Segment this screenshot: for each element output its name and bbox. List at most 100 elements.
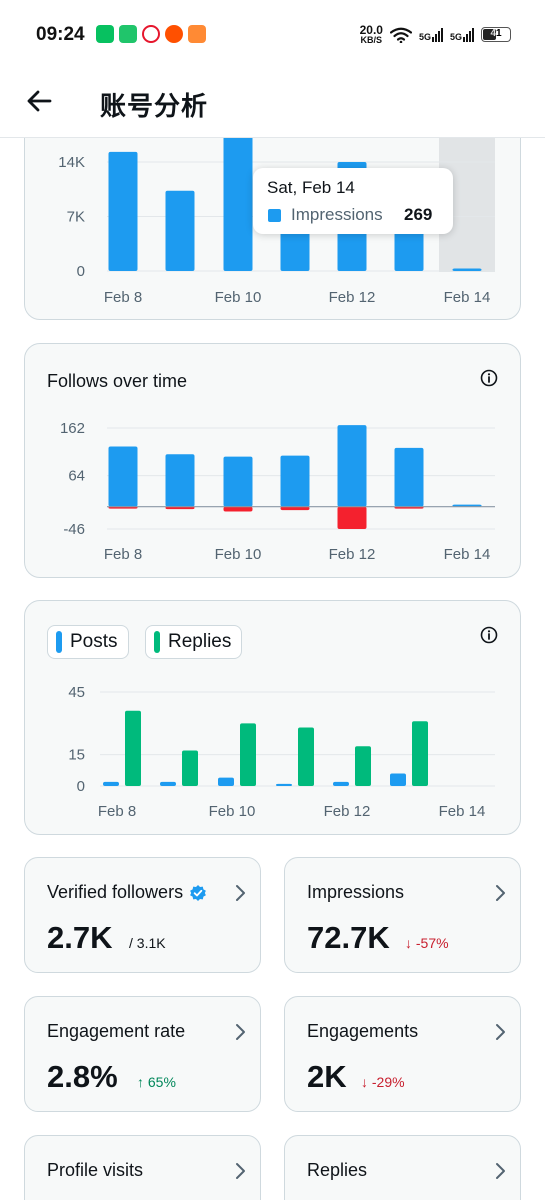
follows-chart[interactable]: 162 64 -46 Feb 8 Feb 10 Feb 12 Feb 14: [25, 344, 521, 578]
legend-replies-label: Replies: [168, 631, 232, 652]
bar-replies: [298, 727, 314, 786]
y-tick-label: -46: [63, 521, 85, 538]
chevron-right-icon: [496, 885, 505, 901]
chart-tooltip: Sat, Feb 14 Impressions 269: [253, 168, 453, 234]
legend-chip-replies[interactable]: Replies: [145, 625, 243, 659]
battery-icon: 41: [481, 27, 511, 42]
metric-card-replies[interactable]: Replies: [284, 1135, 521, 1200]
bar-posts: [218, 777, 234, 786]
bar-follows: [280, 455, 310, 507]
bar-unfollows: [165, 506, 195, 510]
bar-follows: [394, 447, 424, 507]
arrow-left-icon: [27, 90, 52, 112]
posts-replies-chart[interactable]: 45 15 0 Feb 8 Feb 10 Feb 12 Feb 14: [25, 601, 521, 835]
metric-value: 2K: [307, 1059, 347, 1094]
y-tick-label: 64: [68, 468, 85, 485]
bar-posts: [103, 781, 119, 786]
bar-follows: [223, 456, 253, 507]
info-icon[interactable]: [480, 369, 498, 387]
chevron-right-icon: [236, 885, 245, 901]
notification-icons: [96, 25, 206, 43]
x-tick-label: Feb 14: [439, 803, 486, 820]
bar-follows: [108, 446, 138, 507]
bar-unfollows: [223, 506, 253, 512]
y-tick-label: 0: [77, 263, 85, 280]
x-tick-label: Feb 12: [329, 289, 376, 306]
metric-value: 2.8%: [47, 1059, 118, 1094]
tooltip-swatch: [268, 209, 281, 222]
x-tick-label: Feb 8: [98, 803, 136, 820]
signal-icon-2: 5G: [450, 27, 474, 42]
bar-unfollows: [337, 506, 367, 529]
metric-delta: ↑ 65%: [137, 1074, 176, 1090]
x-tick-label: Feb 10: [215, 289, 262, 306]
metric-value: 2.7K: [47, 920, 113, 955]
x-tick-label: Feb 10: [209, 803, 256, 820]
bar-posts: [333, 781, 349, 786]
x-tick-label: Feb 8: [104, 546, 142, 563]
signal-icon: 5G: [419, 27, 443, 42]
x-tick-label: Feb 12: [329, 546, 376, 563]
chevron-right-icon: [236, 1163, 245, 1179]
metric-label: Impressions: [307, 882, 405, 902]
bar-replies: [412, 721, 428, 786]
metric-label: Replies: [307, 1160, 368, 1180]
wifi-icon: [389, 27, 412, 43]
chevron-right-icon: [496, 1163, 505, 1179]
posts-swatch: [56, 631, 62, 653]
metric-card-engagements[interactable]: Engagements 2K ↓ -29%: [284, 996, 521, 1112]
follows-chart-card[interactable]: Follows over time 162 64 -46 Feb 8 Feb 10 Feb…: [24, 343, 521, 578]
verified-badge-icon: [190, 884, 206, 901]
taobao-icon: [165, 25, 183, 43]
metric-label: Profile visits: [47, 1160, 144, 1180]
metric-delta: ↓ -57%: [405, 935, 449, 951]
metric-card-profile-visits[interactable]: Profile visits: [24, 1135, 261, 1200]
replies-swatch: [154, 631, 160, 653]
x-tick-label: Feb 10: [215, 546, 262, 563]
y-tick-label: 162: [60, 420, 85, 437]
bar-unfollows: [280, 506, 310, 511]
bar-follows: [165, 454, 195, 507]
metric-sub: / 3.1K: [129, 935, 166, 951]
y-tick-label: 15: [68, 747, 85, 764]
x-tick-label: Feb 12: [324, 803, 371, 820]
status-time: 09:24: [36, 24, 85, 45]
x-tick-label: Feb 8: [104, 289, 142, 306]
y-tick-label: 0: [77, 778, 85, 795]
bar-posts: [390, 773, 406, 786]
bar: [165, 190, 195, 271]
bar-replies: [355, 746, 371, 786]
bar-replies: [240, 723, 256, 786]
metric-label: Verified followers: [47, 882, 207, 903]
x-tick-label: Feb 14: [444, 546, 491, 563]
bar: [223, 134, 253, 271]
info-icon[interactable]: [480, 626, 498, 644]
y-tick-label: 7K: [67, 209, 85, 226]
top-app-bar: 账号分析: [0, 70, 545, 138]
tooltip-series: Impressions: [291, 205, 383, 224]
status-bar: 09:24 20.0 KB/S 5G 5G 41: [0, 0, 545, 70]
weibo-icon: [142, 25, 160, 43]
bar: [108, 151, 138, 271]
metric-card-verified-followers[interactable]: Verified followers 2.7K / 3.1K: [24, 857, 261, 973]
follows-chart-title: Follows over time: [47, 371, 188, 391]
posts-replies-chart-card[interactable]: Posts Replies 45 15 0 Feb 8 Feb 10 Feb 12 Feb …: [24, 600, 521, 835]
metric-card-impressions[interactable]: Impressions 72.7K ↓ -57%: [284, 857, 521, 973]
wechat-icon: [96, 25, 114, 43]
status-right: 20.0 KB/S 5G 5G 41: [360, 24, 511, 45]
chevron-right-icon: [496, 1024, 505, 1040]
legend-posts-label: Posts: [70, 631, 118, 652]
bar: [452, 268, 482, 271]
bar-posts: [276, 783, 292, 786]
video-app-icon: [119, 25, 137, 43]
back-button[interactable]: [22, 84, 56, 118]
metric-card-engagement-rate[interactable]: Engagement rate 2.8% ↑ 65%: [24, 996, 261, 1112]
metric-delta: ↓ -29%: [361, 1074, 405, 1090]
page-title: 账号分析: [100, 91, 209, 121]
bar-follows: [337, 425, 367, 507]
x-tick-label: Feb 14: [444, 289, 491, 306]
metric-label: Engagement rate: [47, 1021, 186, 1041]
metric-value: 72.7K: [307, 920, 390, 955]
notes-app-icon: [188, 25, 206, 43]
legend-chip-posts[interactable]: Posts: [47, 625, 129, 659]
